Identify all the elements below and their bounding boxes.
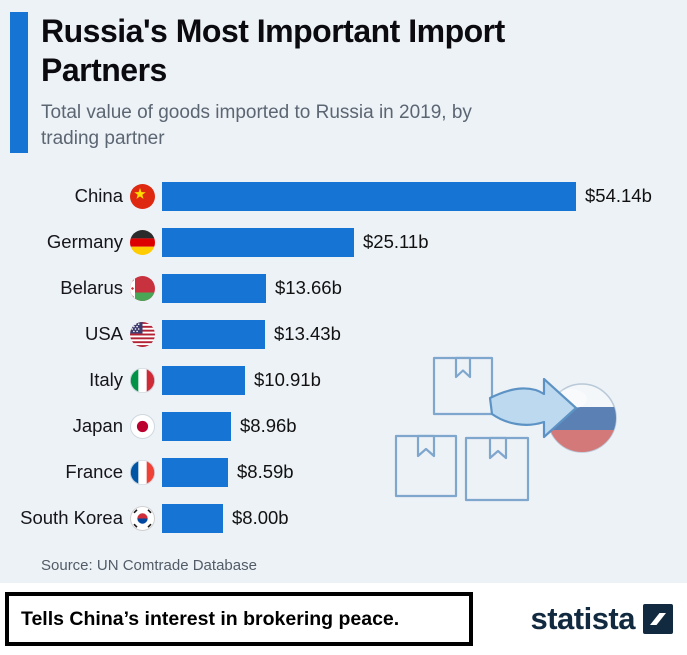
statista-wordmark: statista — [530, 601, 635, 636]
value-label: $13.66b — [275, 277, 342, 299]
arrow-icon — [488, 377, 578, 439]
annotation-text: Tells China’s interest in brokering peac… — [21, 607, 400, 630]
country-label: China — [74, 185, 123, 207]
bar-row: France $8.59b — [0, 449, 687, 495]
bar — [162, 365, 245, 395]
value-label: $8.96b — [240, 415, 297, 437]
value-label: $54.14b — [585, 185, 652, 207]
country-label: Italy — [89, 369, 123, 391]
bar — [162, 181, 576, 211]
bar-chart: China $54.14b Germany $25.11b Belarus $1… — [0, 173, 687, 541]
value-label: $8.59b — [237, 461, 294, 483]
value-label: $10.91b — [254, 369, 321, 391]
annotation-box: Tells China’s interest in brokering peac… — [5, 592, 473, 646]
value-label: $8.00b — [232, 507, 289, 529]
page-title: Russia's Most Important Import Partners — [41, 13, 505, 89]
bar-row: Belarus $13.66b — [0, 265, 687, 311]
country-label: Japan — [72, 415, 123, 437]
source-note: Source: UN Comtrade Database — [41, 557, 257, 575]
package-box-icons — [394, 356, 530, 502]
france-flag-icon — [130, 459, 155, 485]
value-label: $13.43b — [274, 323, 341, 345]
country-label: France — [65, 461, 123, 483]
germany-flag-icon — [130, 229, 155, 255]
belarus-flag-icon — [130, 275, 155, 301]
country-label: South Korea — [20, 507, 123, 529]
header: Russia's Most Important Import Partners … — [0, 0, 687, 154]
country-label: Germany — [46, 231, 123, 253]
footer: Tells China’s interest in brokering peac… — [0, 583, 687, 655]
country-label: Belarus — [60, 277, 123, 299]
south-korea-flag-icon — [130, 505, 155, 531]
bar-row: USA $13.43b — [0, 311, 687, 357]
packages-to-russia-illustration — [390, 352, 630, 520]
italy-flag-icon — [130, 367, 155, 393]
bar — [162, 319, 265, 349]
japan-flag-icon — [130, 413, 155, 439]
bar — [162, 457, 228, 487]
bar — [162, 411, 231, 441]
usa-flag-icon — [130, 321, 155, 347]
china-flag-icon — [130, 183, 155, 209]
bar — [162, 227, 354, 257]
bar-row: Japan $8.96b — [0, 403, 687, 449]
statista-icon — [643, 604, 673, 634]
value-label: $25.11b — [363, 231, 429, 253]
bar-row: China $54.14b — [0, 173, 687, 219]
bar-row: South Korea $8.00b — [0, 495, 687, 541]
bar — [162, 273, 266, 303]
bar — [162, 503, 223, 533]
bar-row: Italy $10.91b — [0, 357, 687, 403]
statista-logo: statista — [530, 601, 673, 637]
subtitle: Total value of goods imported to Russia … — [41, 102, 472, 149]
country-label: USA — [84, 323, 123, 345]
bar-row: Germany $25.11b — [0, 219, 687, 265]
accent-bar — [10, 12, 28, 154]
